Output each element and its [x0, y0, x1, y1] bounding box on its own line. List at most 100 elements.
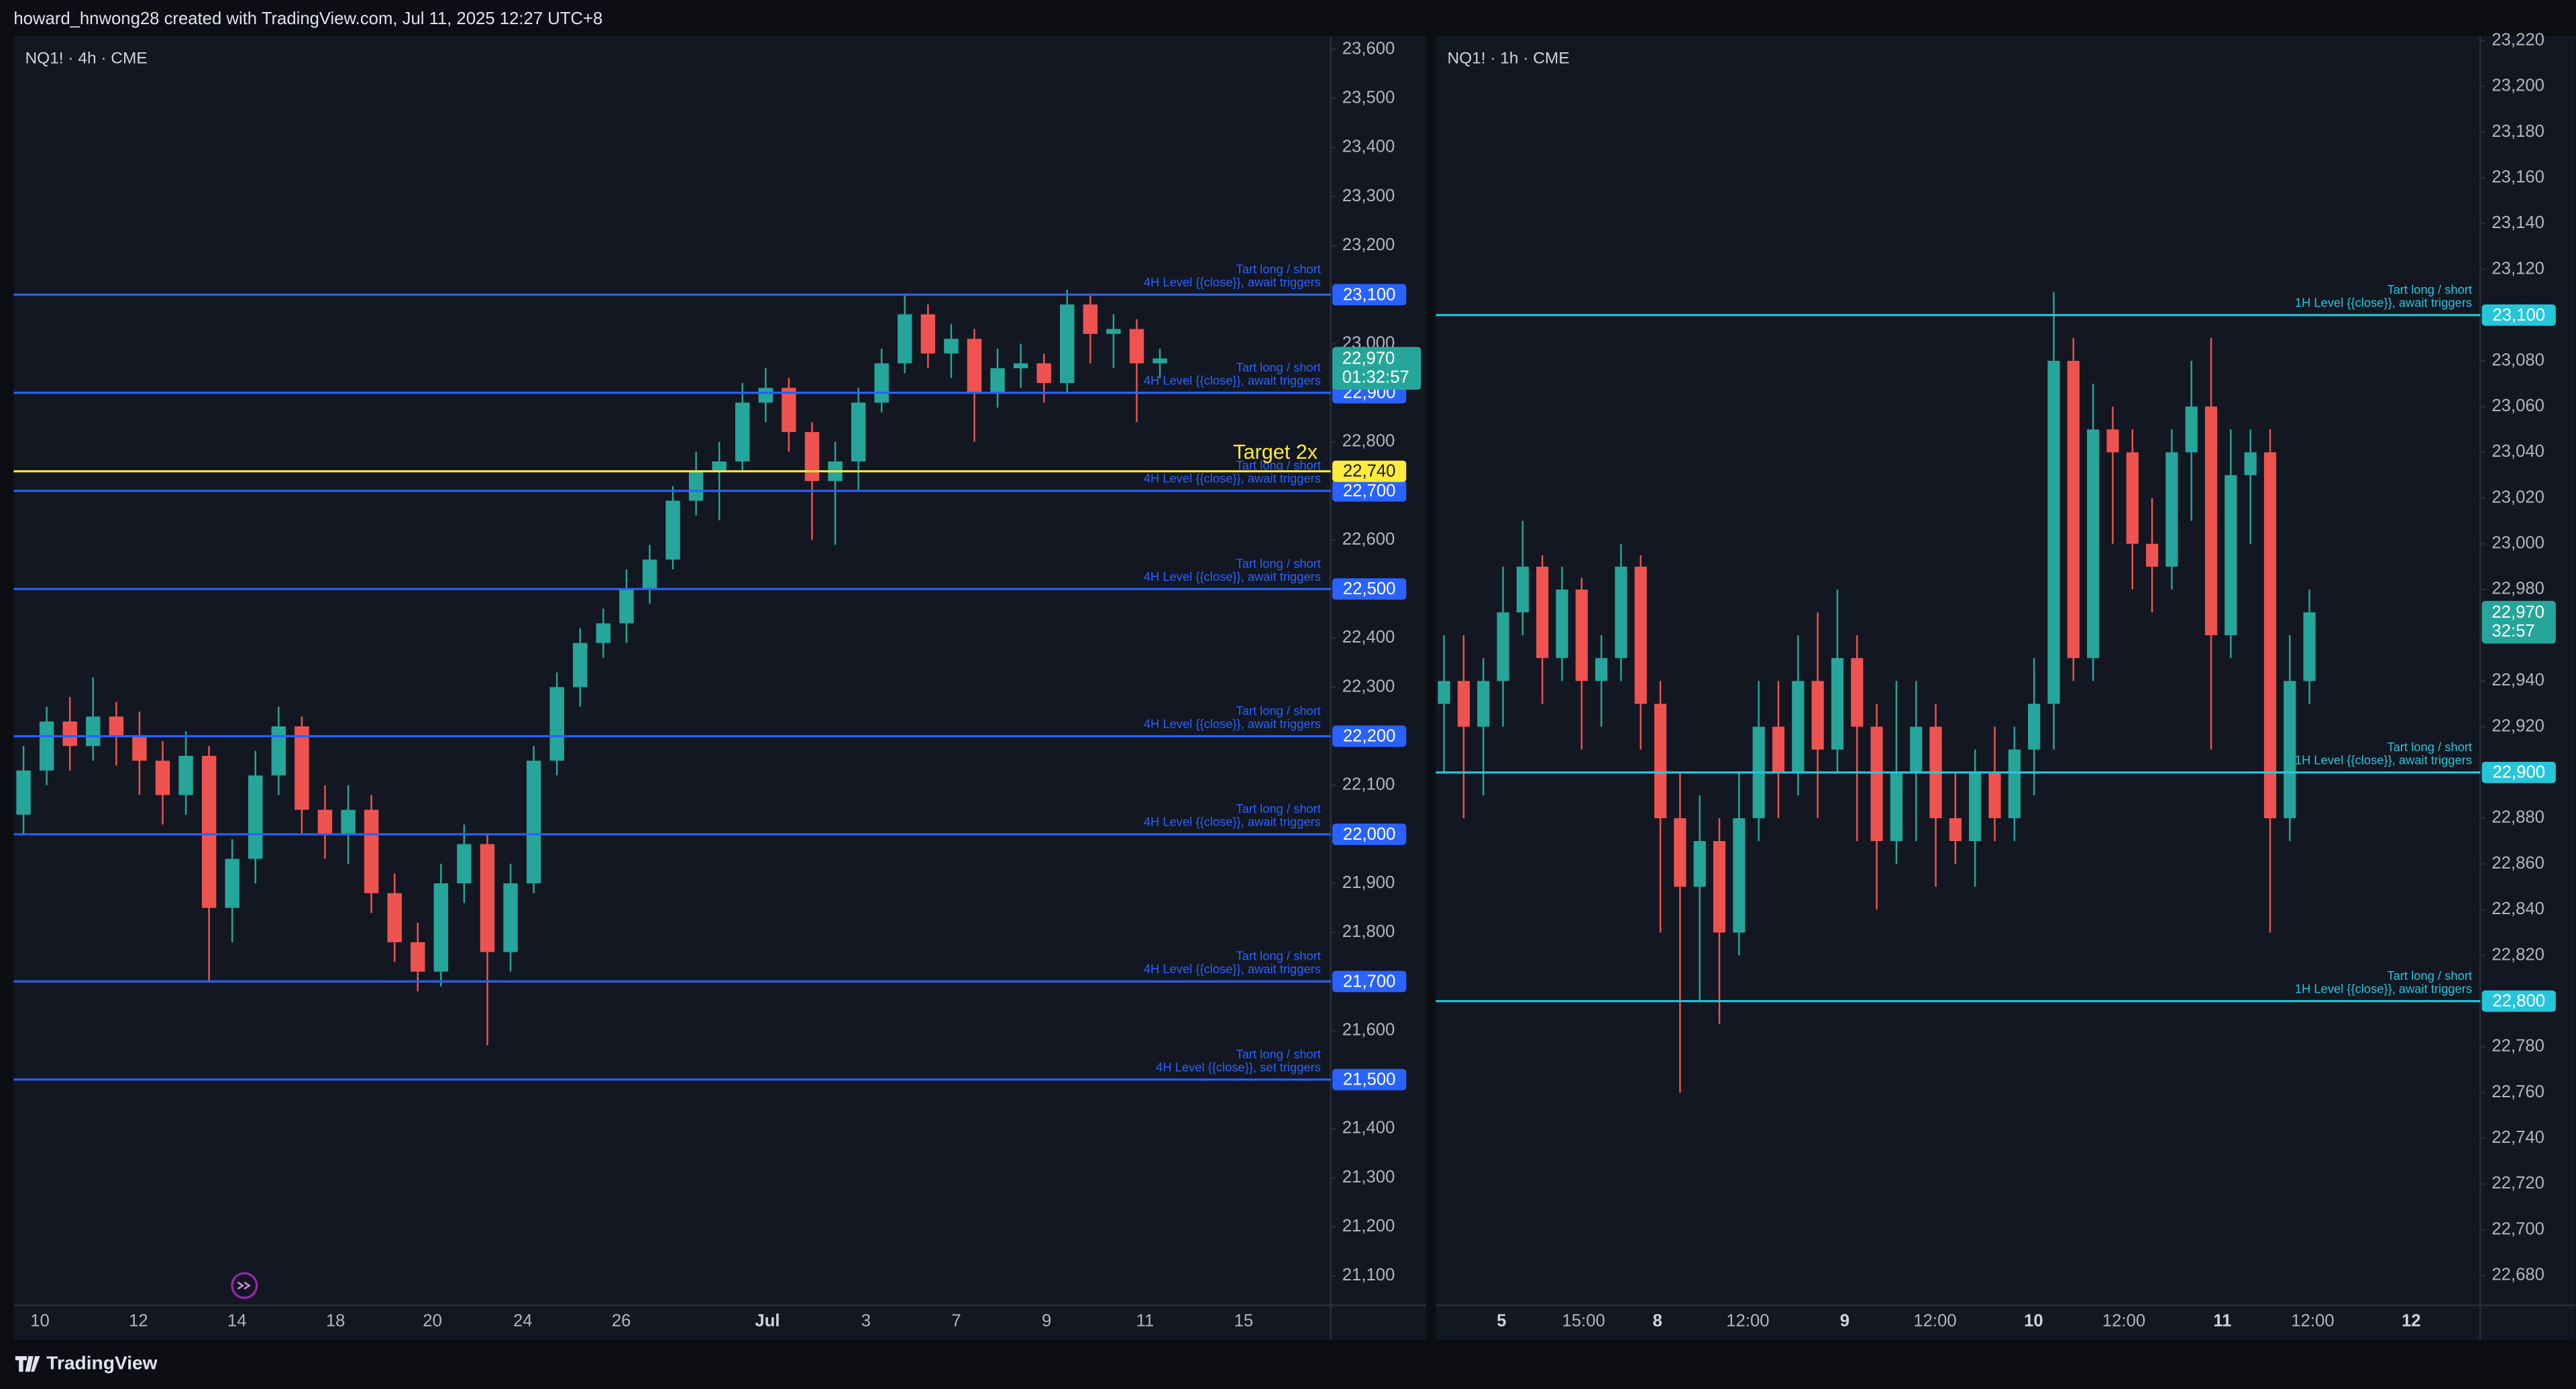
candle-body	[990, 368, 1005, 393]
x-tick-label: 12:00	[2102, 1311, 2145, 1330]
candle-body	[2126, 452, 2139, 544]
countdown-label: 32:57	[2491, 622, 2534, 641]
candle-body	[1988, 772, 2001, 818]
chart-title: NQ1! · 4h · CME	[25, 50, 147, 68]
level-label: Tart long / short	[1236, 360, 1321, 374]
level-label: 1H Level {{close}}, await triggers	[2295, 753, 2472, 767]
x-tick-label: 11	[2213, 1311, 2231, 1330]
level-badge	[1332, 480, 1407, 502]
level-label: 4H Level {{close}}, set triggers	[1156, 1060, 1321, 1074]
candle-body	[178, 755, 193, 795]
candle-body	[1615, 566, 1627, 659]
x-tick-label: 20	[423, 1311, 442, 1330]
y-tick-label: 21,400	[1342, 1119, 1395, 1137]
candle-body	[411, 942, 425, 972]
level-label: Tart long / short	[1236, 556, 1321, 570]
candle-body	[2047, 361, 2060, 704]
level-label: 4H Level {{close}}, await triggers	[1144, 716, 1321, 730]
level-badge	[1332, 578, 1407, 600]
y-tick-label: 23,400	[1342, 137, 1395, 156]
level-label: Tart long / short	[2387, 740, 2472, 754]
candle-body	[364, 810, 379, 893]
level-badge-label: 21,700	[1343, 972, 1396, 991]
header: howard_hnwong28 created with TradingView…	[13, 9, 602, 28]
candle-body	[155, 761, 170, 795]
candle-body	[782, 388, 796, 433]
candle-body	[39, 721, 54, 771]
candle-body	[2008, 749, 2021, 818]
level-label: 4H Level {{close}}, await triggers	[1144, 373, 1321, 387]
last-price-badge	[1332, 347, 1421, 390]
level-badge-label: 22,800	[2492, 992, 2545, 1011]
panels: NQ1! · 4h · CME 21,100 21,200 21,300 21,400 2…	[13, 30, 2576, 1340]
y-tick-label: 23,120	[2491, 259, 2544, 278]
level-label: 1H Level {{close}}, await triggers	[2295, 296, 2472, 310]
candle-body	[1772, 726, 1785, 773]
x-tick-label: 12:00	[2291, 1311, 2334, 1330]
level-badge	[2481, 304, 2556, 326]
candle-body	[433, 883, 449, 972]
y-tick-label: 21,100	[1342, 1266, 1395, 1284]
level-badge	[1332, 725, 1407, 747]
y-tick-label: 22,100	[1342, 775, 1395, 794]
y-tick-label: 23,060	[2491, 396, 2544, 415]
candle-body	[86, 716, 101, 746]
candle-body	[596, 623, 611, 643]
y-tick-label: 21,300	[1342, 1168, 1395, 1186]
x-tick-label: 3	[861, 1311, 871, 1330]
candle-body	[967, 339, 982, 393]
level-label: 4H Level {{close}}, await triggers	[1144, 962, 1321, 976]
candle-body	[341, 810, 356, 834]
candle-body	[1106, 329, 1121, 334]
level-badge-label: 22,740	[1343, 462, 1396, 481]
countdown-label: 01:32:57	[1342, 368, 1409, 387]
candle-body	[1674, 818, 1686, 887]
level-badge	[1332, 460, 1407, 482]
level-label: Tart long / short	[1236, 1047, 1321, 1061]
candle-body	[1036, 363, 1051, 384]
candle-body	[573, 643, 588, 687]
candle-body	[201, 755, 217, 908]
x-tick-label: 12	[129, 1311, 148, 1330]
y-tick-label: 22,820	[2491, 945, 2544, 964]
y-tick-label: 22,300	[1342, 677, 1395, 696]
x-tick-label: 26	[612, 1311, 631, 1330]
candle-body	[874, 363, 889, 403]
candle-body	[2224, 475, 2237, 636]
level-label: 4H Level {{close}}, await triggers	[1144, 569, 1321, 584]
plot-area	[1436, 36, 2481, 1306]
y-tick-label: 23,200	[1342, 235, 1395, 254]
candle-body	[294, 726, 309, 810]
level-label: 1H Level {{close}}, await triggers	[2295, 981, 2472, 995]
candle-body	[2303, 612, 2316, 681]
y-tick-label: 22,680	[2491, 1266, 2544, 1284]
candle-body	[62, 721, 77, 746]
footer-bar	[0, 1339, 2576, 1389]
candle-body	[132, 736, 147, 761]
level-badge-label: 22,900	[2492, 763, 2545, 782]
price-axis	[1330, 36, 1426, 1306]
candle-body	[642, 559, 657, 590]
y-tick-label: 22,740	[2491, 1128, 2544, 1147]
candle-body	[1910, 726, 1923, 773]
x-tick-label: 14	[227, 1311, 247, 1330]
candle-body	[898, 314, 912, 364]
candle-body	[1969, 772, 1982, 842]
y-tick-label: 23,160	[2491, 168, 2544, 186]
level-badge-label: 23,100	[2492, 306, 2545, 325]
y-tick-label: 22,800	[1342, 432, 1395, 451]
candle-body	[1634, 566, 1647, 704]
level-badge-label: 23,100	[1343, 285, 1396, 304]
x-tick-label: 11	[1136, 1311, 1155, 1330]
level-badge-label: 22,500	[1343, 579, 1396, 598]
candle-body	[1733, 818, 1746, 933]
candle-body	[2106, 429, 2119, 453]
candle-body	[1949, 818, 1962, 842]
level-badge	[1332, 1068, 1407, 1091]
candle-body	[271, 726, 286, 776]
candle-body	[944, 339, 959, 354]
y-tick-label: 23,180	[2491, 122, 2544, 141]
candle-body	[109, 716, 124, 736]
event-icon[interactable]	[231, 1272, 258, 1299]
level-label: Tart long / short	[1236, 262, 1321, 276]
